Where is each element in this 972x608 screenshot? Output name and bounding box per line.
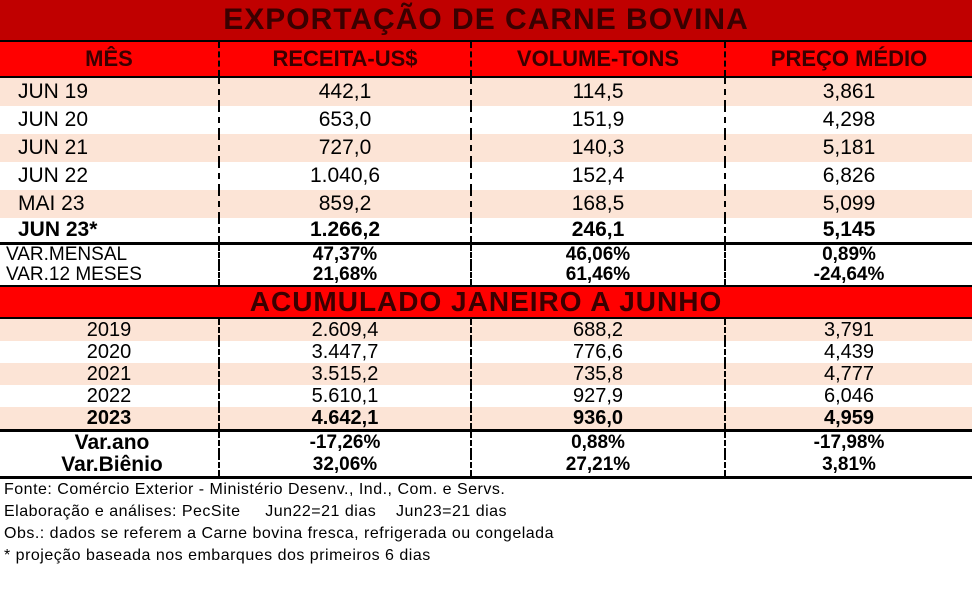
cell-mes: JUN 23* [0,218,220,242]
cell-receita: 442,1 [220,78,472,106]
cell-volume: 152,4 [472,162,726,190]
var-volume: 0,88% [472,432,726,454]
table-row: 2021 3.515,2 735,8 4,777 [0,363,972,385]
cell-preco: 4,959 [823,406,875,429]
var-volume: 27,21% [472,454,726,476]
divider [0,242,972,245]
cell-preco: 5,145 [822,218,876,241]
cell-preco: 4,777 [823,362,875,385]
footnotes: Fonte: Comércio Exterior - Ministério De… [0,479,972,567]
var-label: Var.ano [0,431,220,454]
cell-volume: 140,3 [472,134,726,162]
table-row-current: 2023 4.642,1 936,0 4,959 [0,407,972,429]
table-row: 2019 2.609,4 688,2 3,791 [0,319,972,341]
var-preco: 3,81% [822,454,876,475]
cell-mes: MAI 23 [0,190,220,218]
var-row-mensal: VAR.MENSAL 47,37% 46,06% 0,89% [0,244,972,265]
table-row: JUN 21 727,0 140,3 5,181 [0,134,972,162]
table-row: JUN 19 442,1 114,5 3,861 [0,78,972,106]
cell-volume: 927,9 [472,385,726,407]
cell-volume: 114,5 [472,78,726,106]
cell-receita: 3.515,2 [220,363,472,385]
cell-ano: 2023 [0,407,220,429]
var-label: Var.Biênio [0,453,220,476]
cell-volume: 776,6 [472,341,726,363]
cell-preco: 4,298 [822,108,876,131]
cell-volume: 688,2 [472,319,726,341]
var-volume: 46,06% [472,244,726,265]
cell-receita: 1.266,2 [220,218,472,242]
var-preco: -17,98% [813,432,885,453]
var-receita: 21,68% [220,264,472,285]
var-row-bienio: Var.Biênio 32,06% 27,21% 3,81% [0,453,972,476]
cell-mes: JUN 22 [0,162,220,190]
cell-volume: 735,8 [472,363,726,385]
cell-volume: 936,0 [472,407,726,429]
cell-preco: 5,099 [822,192,876,215]
note-projecao: * projeção baseada nos embarques dos pri… [4,547,431,564]
subtitle: ACUMULADO JANEIRO A JUNHO [249,286,723,317]
cell-ano: 2022 [0,385,220,407]
cell-receita: 2.609,4 [220,319,472,341]
table-row: MAI 23 859,2 168,5 5,099 [0,190,972,218]
table-row: JUN 22 1.040,6 152,4 6,826 [0,162,972,190]
cell-volume: 246,1 [472,218,726,242]
cell-volume: 168,5 [472,190,726,218]
cell-receita: 1.040,6 [220,162,472,190]
cell-preco: 3,861 [822,80,876,103]
cell-receita: 5.610,1 [220,385,472,407]
var-volume: 61,46% [472,264,726,285]
var-receita: 47,37% [220,244,472,265]
table-row: 2022 5.610,1 927,9 6,046 [0,385,972,407]
cell-mes: JUN 21 [0,134,220,162]
cell-receita: 3.447,7 [220,341,472,363]
header-preco: PREÇO MÉDIO [770,46,928,71]
header-volume: VOLUME-TONS [472,42,726,76]
export-table: EXPORTAÇÃO DE CARNE BOVINA MÊS RECEITA-U… [0,0,972,567]
cell-ano: 2021 [0,363,220,385]
var-receita: -17,26% [220,432,472,454]
header-mes: MÊS [0,42,220,76]
cell-preco: 4,439 [823,340,875,363]
cell-preco: 6,046 [823,384,875,407]
cell-receita: 4.642,1 [220,407,472,429]
column-header-row: MÊS RECEITA-US$ VOLUME-TONS PREÇO MÉDIO [0,42,972,78]
divider [0,476,972,479]
cell-preco: 6,826 [822,164,876,187]
cell-preco: 5,181 [822,136,876,159]
cell-receita: 653,0 [220,106,472,134]
cell-mes: JUN 19 [0,78,220,106]
cell-receita: 727,0 [220,134,472,162]
cell-receita: 859,2 [220,190,472,218]
note-elaboracao: Elaboração e análises: PecSite Jun22=21 … [4,503,508,520]
table-row: 2020 3.447,7 776,6 4,439 [0,341,972,363]
cell-ano: 2020 [0,341,220,363]
var-receita: 32,06% [220,454,472,476]
var-row-12-meses: VAR.12 MESES 21,68% 61,46% -24,64% [0,264,972,285]
table-row: JUN 20 653,0 151,9 4,298 [0,106,972,134]
var-preco: -24,64% [813,264,885,285]
cell-preco: 3,791 [823,318,875,341]
note-obs: Obs.: dados se referem a Carne bovina fr… [4,525,554,542]
var-preco: 0,89% [822,244,876,265]
cell-mes: JUN 20 [0,106,220,134]
cell-volume: 151,9 [472,106,726,134]
var-label: VAR.12 MESES [0,264,220,285]
table-title: EXPORTAÇÃO DE CARNE BOVINA [223,3,749,36]
table-row-current: JUN 23* 1.266,2 246,1 5,145 [0,218,972,242]
var-row-ano: Var.ano -17,26% 0,88% -17,98% [0,431,972,454]
subtitle-bar: ACUMULADO JANEIRO A JUNHO [0,285,972,319]
var-label: VAR.MENSAL [0,244,220,265]
table-title-bar: EXPORTAÇÃO DE CARNE BOVINA [0,0,972,42]
divider [0,429,972,432]
header-receita: RECEITA-US$ [220,42,472,76]
cell-ano: 2019 [0,319,220,341]
note-fonte: Fonte: Comércio Exterior - Ministério De… [4,481,506,498]
